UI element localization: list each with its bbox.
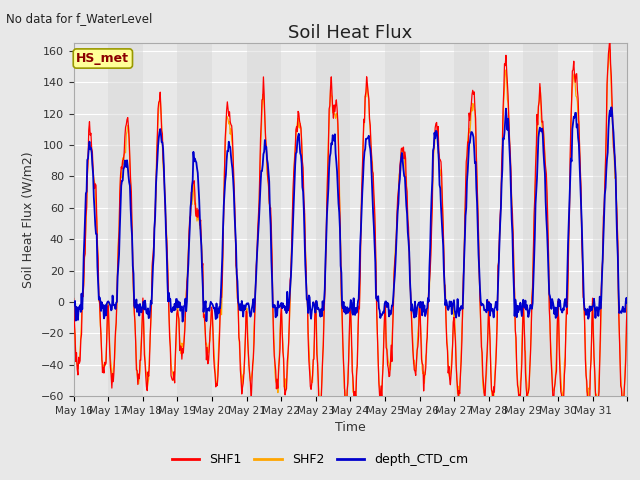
Bar — [524, 43, 558, 396]
X-axis label: Time: Time — [335, 421, 366, 434]
Bar — [385, 43, 420, 396]
Title: Soil Heat Flux: Soil Heat Flux — [288, 24, 413, 42]
Bar — [108, 43, 143, 396]
Legend: SHF1, SHF2, depth_CTD_cm: SHF1, SHF2, depth_CTD_cm — [167, 448, 473, 471]
Bar — [316, 43, 351, 396]
Y-axis label: Soil Heat Flux (W/m2): Soil Heat Flux (W/m2) — [22, 151, 35, 288]
Bar — [593, 43, 627, 396]
Text: No data for f_WaterLevel: No data for f_WaterLevel — [6, 12, 153, 25]
Bar — [246, 43, 281, 396]
Text: HS_met: HS_met — [76, 52, 129, 65]
Bar — [454, 43, 489, 396]
Bar — [177, 43, 212, 396]
